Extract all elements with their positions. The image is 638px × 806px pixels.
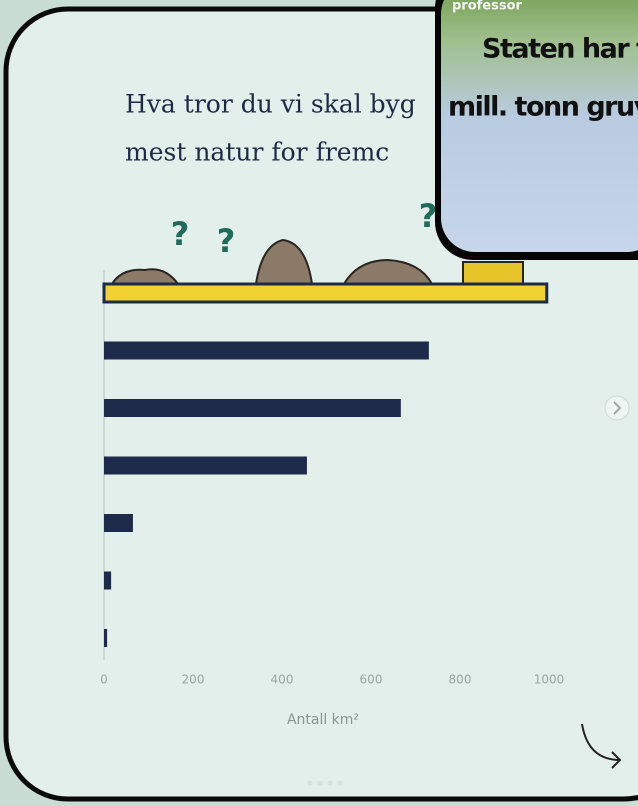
x-tick-label: 800 (449, 673, 472, 687)
x-axis-label: Antall km² (287, 712, 359, 728)
question-mark: ? (171, 215, 190, 253)
bar (104, 629, 108, 647)
video-overlay: professor Staten har tilla mill. tonn gr… (435, 0, 638, 260)
next-icon (613, 401, 622, 415)
x-tick-label: 200 (182, 673, 205, 687)
bar (104, 571, 112, 590)
question-mark: ? (217, 222, 236, 260)
bar (104, 341, 429, 360)
x-tick-label: 400 (271, 673, 294, 687)
bar (104, 456, 307, 475)
next-button[interactable] (604, 395, 630, 421)
bar (102, 282, 549, 304)
chart: Hva tror du vi skal byg mest natur for fr… (100, 90, 564, 729)
bar (104, 514, 133, 532)
x-tick-label: 0 (100, 673, 108, 687)
page-dots (307, 780, 343, 786)
post-title: Hva tror du vi skal byg (125, 90, 416, 119)
x-tick-label: 1000 (534, 673, 565, 687)
post-title: mest natur for fremc (125, 138, 389, 167)
swipe-arrow[interactable] (581, 723, 622, 769)
x-tick-label: 600 (360, 673, 383, 687)
overlay-caption: professor (452, 0, 523, 14)
bar (104, 399, 401, 417)
question-mark: ? (419, 197, 438, 235)
overlay-text: Staten har tilla (482, 34, 638, 65)
overlay-text: mill. tonn gruve (448, 92, 638, 123)
